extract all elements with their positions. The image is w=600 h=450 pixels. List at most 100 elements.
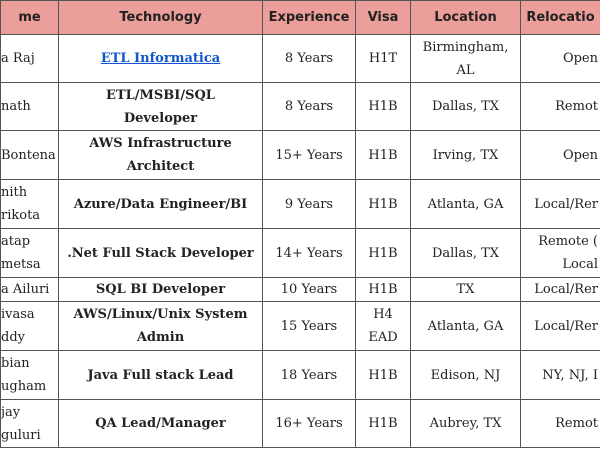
table-cell: AWS Infrastructure Architect	[58, 130, 263, 180]
cell-text: NY, NJ, I	[542, 367, 598, 383]
table-cell: 15+ Years	[262, 130, 356, 180]
column-header: me	[0, 0, 59, 35]
cell-text: H1B	[368, 416, 398, 431]
cell-text: H1B	[368, 245, 398, 261]
cell-text: Edison, NJ	[430, 367, 501, 383]
cell-text: Local	[562, 257, 598, 272]
table-cell: Remot	[520, 399, 600, 448]
table-cell: H1B	[355, 277, 411, 302]
column-header: Technology	[58, 0, 263, 35]
table-cell: a Raj	[0, 34, 59, 83]
table-cell: nath	[0, 82, 59, 131]
cell-text: H1B	[368, 282, 398, 297]
table-cell: ETL Informatica	[58, 34, 263, 83]
cell-text: Remot	[555, 99, 598, 114]
cell-text: metsa	[1, 257, 41, 272]
table-cell: Local/Rer	[520, 301, 600, 351]
cell-text: 15+ Years	[275, 147, 343, 163]
column-header: Experience	[262, 0, 356, 35]
cell-text: TX	[456, 282, 475, 297]
table-cell: Local/Rer	[520, 179, 600, 229]
table-cell: Bontena	[0, 130, 59, 180]
table-cell: Local/Rer	[520, 277, 600, 302]
table-row: atap metsa .Net Full Stack Developer 14+ Ye…	[0, 228, 600, 278]
cell-text: 15 Years	[280, 318, 338, 334]
table-cell: Remot	[520, 82, 600, 131]
table-cell: H1B	[355, 82, 411, 131]
cell-text: Architect	[126, 159, 195, 174]
cell-text: 8 Years	[284, 51, 334, 66]
cell-text: AWS Infrastructure	[89, 136, 232, 151]
cell-text: Irving, TX	[432, 147, 499, 163]
cell-text: Remote (	[538, 234, 598, 249]
cell-text: Open	[562, 147, 598, 163]
table-cell: Dallas, TX	[410, 228, 521, 278]
cell-text: ddy	[1, 330, 26, 345]
cell-text: Birmingham,	[422, 39, 509, 55]
cell-text: rikota	[1, 208, 41, 223]
cell-text: Java Full stack Lead	[87, 367, 234, 383]
cell-text: atap	[1, 234, 31, 249]
cell-text: Developer	[123, 110, 198, 126]
table-cell: Atlanta, GA	[410, 301, 521, 351]
table-cell: 10 Years	[262, 277, 356, 302]
table-cell: ETL/MSBI/SQL Developer	[58, 82, 263, 131]
cell-text: 18 Years	[280, 367, 338, 383]
table-cell: Open	[520, 130, 600, 180]
cell-text: SQL BI Developer	[95, 282, 226, 297]
cell-text: 10 Years	[280, 282, 338, 297]
table-cell: Birmingham, AL	[410, 34, 521, 83]
cell-text: Atlanta, GA	[427, 196, 504, 212]
cell-text: Dallas, TX	[431, 245, 500, 261]
cell-text: Open	[562, 51, 598, 66]
cell-text: Bontena	[1, 147, 56, 163]
cell-text: a Raj	[1, 51, 35, 66]
table-cell: Irving, TX	[410, 130, 521, 180]
cell-text: H1T	[368, 51, 398, 66]
table-cell: 15 Years	[262, 301, 356, 351]
table-cell: NY, NJ, I	[520, 350, 600, 400]
cell-text: Aubrey, TX	[429, 416, 502, 431]
cell-text: nath	[1, 99, 31, 114]
table-row: a Ailuri SQL BI Developer 10 Years H1B TX Loc…	[0, 277, 600, 302]
cell-text: H1B	[368, 367, 398, 383]
column-header: Location	[410, 0, 521, 35]
table-cell: Azure/Data Engineer/BI	[58, 179, 263, 229]
cell-text: 14+ Years	[275, 245, 343, 261]
table-row: nith rikota Azure/Data Engineer/BI 9 Years H…	[0, 179, 600, 229]
cell-text: ivasa	[1, 307, 35, 322]
cell-text: 9 Years	[284, 196, 334, 212]
table-row: a Raj ETL Informatica 8 Years H1T Birmingham…	[0, 34, 600, 83]
cell-text: bian	[1, 356, 30, 371]
table-cell: 8 Years	[262, 34, 356, 83]
table-cell: H1B	[355, 399, 411, 448]
table-cell: AWS/Linux/Unix System Admin	[58, 301, 263, 351]
column-header: Visa	[355, 0, 411, 35]
cell-text: ugham	[1, 379, 47, 394]
table-cell: Atlanta, GA	[410, 179, 521, 229]
table-cell: Dallas, TX	[410, 82, 521, 131]
table-cell: H1B	[355, 350, 411, 400]
table-row: ivasa ddy AWS/Linux/Unix System Admin 15 Yea…	[0, 301, 600, 351]
table-cell: Aubrey, TX	[410, 399, 521, 448]
table-cell: Java Full stack Lead	[58, 350, 263, 400]
cell-text: H1B	[368, 147, 398, 163]
table-row: nath ETL/MSBI/SQL Developer 8 Years H1B Dalla…	[0, 82, 600, 131]
table-cell: H1B	[355, 130, 411, 180]
cell-text: Local/Rer	[534, 282, 598, 297]
cell-text: AWS/Linux/Unix System	[73, 307, 248, 322]
cell-text: guluri	[1, 427, 41, 443]
cell-text: 8 Years	[284, 99, 334, 114]
table-cell: SQL BI Developer	[58, 277, 263, 302]
table-cell: H1T	[355, 34, 411, 83]
cell-text: EAD	[368, 330, 398, 345]
cell-text: Local/Rer	[534, 318, 598, 334]
technology-link[interactable]: ETL Informatica	[100, 51, 221, 66]
column-header: Relocatio	[520, 0, 600, 35]
table-cell: Edison, NJ	[410, 350, 521, 400]
cell-text: Admin	[136, 330, 185, 345]
table-cell: Open	[520, 34, 600, 83]
table-cell: 9 Years	[262, 179, 356, 229]
